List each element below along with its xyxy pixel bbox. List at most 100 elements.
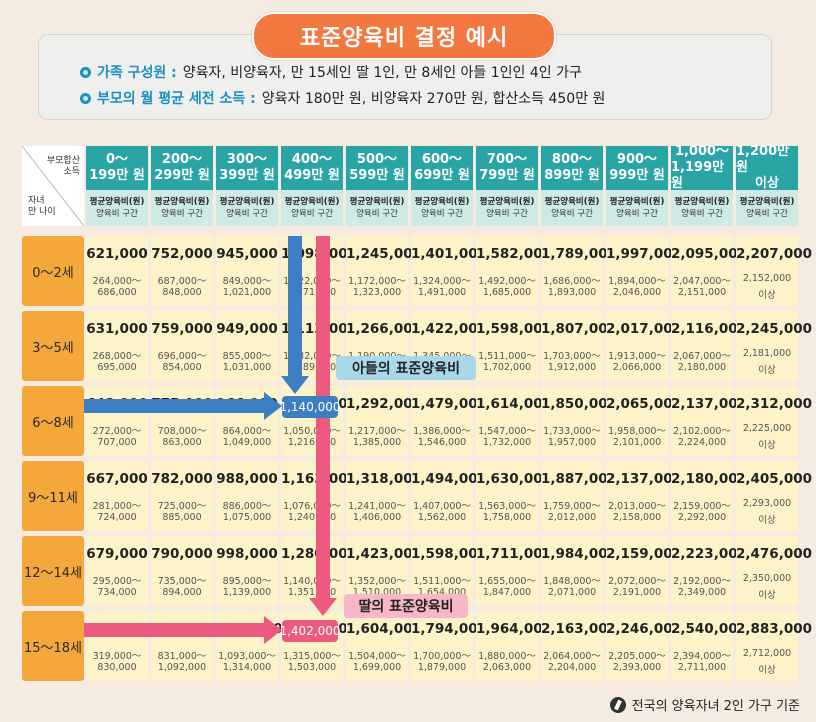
income-range-line1: 0～: [105, 152, 129, 167]
average-cost: 759,000: [151, 321, 213, 337]
range-end: 2,711,000: [677, 662, 727, 673]
average-cost: 790,000: [151, 546, 213, 562]
subheader-line1: 평균양육비(원): [89, 197, 145, 207]
range-start: 2,181,000: [742, 348, 792, 359]
table-cell: 1,113,000 1,032,000～ 1,189,000: [281, 311, 357, 381]
range-end: 1,685,000: [482, 287, 532, 298]
column-header-5: 600～ 699만 원 평균양육비(원) 양육비 구간: [411, 146, 473, 226]
income-range-line2: 799만 원: [479, 168, 535, 183]
range-end: 2,224,000: [677, 437, 727, 448]
range-start: 1,093,000～: [218, 651, 276, 662]
income-range: 0～ 199만 원: [86, 146, 148, 190]
footnote: 전국의 양육자녀 2인 가구 기준: [609, 695, 800, 714]
average-cost: 2,137,000: [606, 471, 683, 487]
range-start: 708,000～: [157, 426, 207, 437]
average-cost: 621,000: [86, 246, 148, 262]
range-start: 295,000～: [92, 576, 142, 587]
income-range-line2: 이상: [755, 176, 779, 191]
column-header-10: 1,200만 원 이상 평균양육비(원) 양육비 구간: [736, 144, 798, 226]
range-start: 1,504,000～: [348, 651, 406, 662]
average-cost: 1,604,000: [346, 621, 423, 637]
table-cell: 1,227,000 1,093,000～ 1,314,000: [216, 611, 292, 681]
range-end: 1,912,000: [547, 362, 597, 373]
range-end: 2,063,000: [482, 662, 532, 673]
range-end: 2,071,000: [547, 587, 597, 598]
table-cell: 949,000 855,000～ 1,031,000: [216, 311, 278, 381]
average-cost: 1,401,000: [411, 246, 488, 262]
range-start: 1,547,000～: [478, 426, 536, 437]
subheader-line2: 양육비 구간: [96, 209, 138, 219]
range-start: 735,000～: [157, 576, 207, 587]
table-cell: 2,207,000 2,152,000 이상: [736, 236, 812, 306]
column-subheader: 평균양육비(원) 양육비 구간: [736, 190, 798, 226]
table-cell: 2,540,000 2,394,000～ 2,711,000: [671, 611, 748, 681]
son-highlight-value: 1,140,000: [279, 396, 341, 418]
range-end: 1,847,000: [482, 587, 532, 598]
income-range-line1: 1,200만 원: [736, 144, 790, 175]
corner-bottom-line1: 자녀: [28, 196, 45, 206]
son-callout-label: 아들의 표준양육비: [336, 356, 476, 380]
table-cell: 2,223,000 2,192,000～ 2,349,000: [671, 536, 747, 606]
range-end: 1,562,000: [417, 512, 467, 523]
income-range: 400～ 499만 원: [281, 146, 343, 190]
table-cell: 667,000 281,000～ 724,000: [86, 461, 148, 531]
average-cost: 2,065,000: [606, 396, 683, 412]
column-subheader: 평균양육비(원) 양육비 구간: [216, 190, 278, 226]
average-cost: 2,540,000: [671, 621, 748, 637]
range-end: 1,351,000: [287, 587, 337, 598]
average-cost: 1,964,000: [476, 621, 553, 637]
range-end: 2,066,000: [612, 362, 662, 373]
table-cell: 703,000 319,000～ 830,000: [86, 611, 148, 681]
table-cell: 2,163,000 2,064,000～ 2,204,000: [541, 611, 617, 681]
average-cost: 1,887,000: [541, 471, 618, 487]
average-cost: 1,850,000: [541, 396, 618, 412]
pencil-icon: [609, 696, 626, 713]
range-start: 2,192,000～: [673, 576, 731, 587]
column-subheader: 평균양육비(원) 양육비 구간: [671, 190, 733, 226]
row-header-age: 15～18세: [22, 611, 84, 681]
range-end: 2,292,000: [677, 512, 727, 523]
range-end: 830,000: [97, 662, 137, 673]
range-start: 2,152,000: [742, 273, 792, 284]
average-cost: 1,494,000: [411, 471, 488, 487]
column-subheader: 평균양육비(원) 양육비 구간: [86, 190, 148, 226]
income-range: 1,200만 원 이상: [736, 144, 798, 191]
range-end: 1,314,000: [222, 662, 272, 673]
table-cell: 1,245,000 1,172,000～ 1,323,000: [346, 236, 422, 306]
corner-header: 부모합산 소득 자녀 만 나이: [22, 146, 84, 226]
column-subheader: 평균양육비(원) 양육비 구간: [411, 190, 473, 226]
range-start: 1,386,000～: [413, 426, 471, 437]
range-end: 2,151,000: [677, 287, 727, 298]
corner-top-line1: 부모합산: [46, 156, 80, 166]
average-cost: 1,614,000: [476, 396, 553, 412]
range-end: 2,046,000: [612, 287, 662, 298]
average-cost: 752,000: [151, 246, 213, 262]
subheader-line1: 평균양육비(원): [544, 197, 600, 207]
average-cost: 1,422,000: [411, 321, 488, 337]
range-end: 1,031,000: [222, 362, 272, 373]
range-start: 1,241,000～: [348, 501, 406, 512]
table-cell: 2,312,000 2,225,000 이상: [736, 386, 812, 456]
range-start: 2,102,000～: [673, 426, 731, 437]
table-cell: 2,017,000 1,913,000～ 2,066,000: [606, 311, 682, 381]
range-start: 1,172,000～: [348, 276, 406, 287]
range-end: 2,191,000: [612, 587, 662, 598]
income-range: 900～ 999만 원: [606, 146, 668, 190]
range-start: 831,000～: [157, 651, 207, 662]
range-start: 2,159,000～: [673, 501, 731, 512]
range-end: 885,000: [162, 512, 202, 523]
table-cell: 1,794,000 1,700,000～ 1,879,000: [411, 611, 487, 681]
subheader-line1: 평균양육비(원): [609, 197, 665, 207]
table-cell: 775,000 708,000～ 863,000: [151, 386, 213, 456]
income-range-line1: 900～: [616, 152, 658, 167]
subheader-line2: 양육비 구간: [356, 209, 398, 219]
average-cost: 1,479,000: [411, 396, 488, 412]
table-cell: 1,984,000 1,848,000～ 2,071,000: [541, 536, 617, 606]
average-cost: 2,246,000: [606, 621, 683, 637]
range-start: 2,047,000～: [673, 276, 731, 287]
table-cell: 2,476,000 2,350,000 이상: [736, 536, 812, 606]
range-end: 1,546,000: [417, 437, 467, 448]
range-start: 849,000～: [222, 276, 272, 287]
range-start: 268,000～: [92, 351, 142, 362]
